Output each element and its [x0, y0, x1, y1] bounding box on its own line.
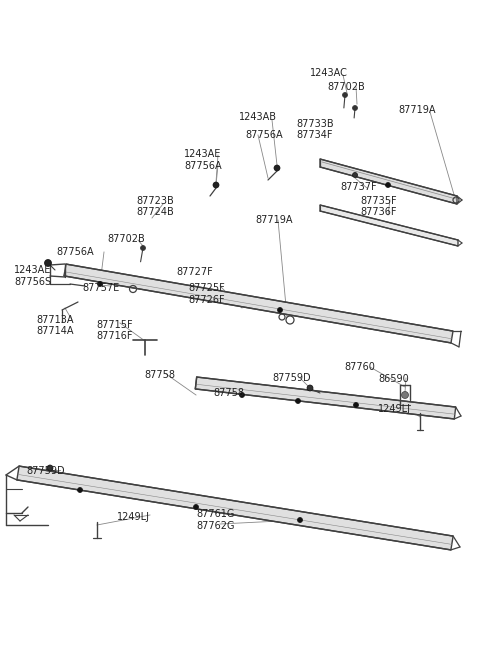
Text: 87762G: 87762G — [196, 521, 235, 531]
Text: 87724B: 87724B — [136, 207, 174, 217]
Text: 87759D: 87759D — [272, 373, 311, 383]
Text: 87756S: 87756S — [14, 277, 51, 287]
Circle shape — [97, 282, 103, 286]
Text: 87725F: 87725F — [188, 283, 225, 293]
Text: 87727F: 87727F — [176, 267, 213, 277]
Circle shape — [213, 182, 219, 188]
Text: 87702B: 87702B — [107, 234, 145, 244]
Circle shape — [352, 172, 358, 178]
Polygon shape — [195, 377, 456, 419]
Text: 87735F: 87735F — [360, 196, 396, 206]
Text: 87756A: 87756A — [56, 247, 94, 257]
Text: 1249LJ: 1249LJ — [117, 512, 150, 522]
Text: 87760: 87760 — [344, 362, 375, 372]
Circle shape — [277, 307, 283, 312]
Text: 87734F: 87734F — [296, 130, 333, 140]
Text: 87756A: 87756A — [184, 161, 222, 171]
Text: 87733B: 87733B — [296, 119, 334, 129]
Circle shape — [343, 92, 348, 98]
Circle shape — [298, 517, 302, 523]
Circle shape — [47, 465, 53, 471]
Text: 87736F: 87736F — [360, 207, 396, 217]
Circle shape — [45, 259, 51, 267]
Circle shape — [274, 165, 280, 171]
Circle shape — [385, 183, 391, 187]
Circle shape — [307, 385, 313, 391]
Text: 87756A: 87756A — [245, 130, 283, 140]
Circle shape — [352, 105, 358, 111]
Circle shape — [353, 403, 359, 407]
Text: 1243AE: 1243AE — [184, 149, 221, 159]
Circle shape — [77, 487, 83, 493]
Polygon shape — [320, 205, 458, 246]
Text: 1243AC: 1243AC — [310, 68, 348, 78]
Text: 87759D: 87759D — [26, 466, 65, 476]
Text: 87715F: 87715F — [96, 320, 132, 330]
Text: 87723B: 87723B — [136, 196, 174, 206]
Text: 87713A: 87713A — [36, 315, 73, 325]
Polygon shape — [17, 466, 453, 550]
Text: 1243AE: 1243AE — [14, 265, 51, 275]
Text: 87758: 87758 — [213, 388, 244, 398]
Circle shape — [193, 504, 199, 510]
Text: 87702B: 87702B — [327, 82, 365, 92]
Circle shape — [240, 392, 244, 398]
Text: 87716F: 87716F — [96, 331, 132, 341]
Circle shape — [296, 398, 300, 403]
Text: 87761G: 87761G — [196, 509, 234, 519]
Text: 86590: 86590 — [378, 374, 409, 384]
Text: 87719A: 87719A — [255, 215, 292, 225]
Polygon shape — [320, 159, 457, 204]
Circle shape — [401, 392, 408, 398]
Text: 87737F: 87737F — [340, 182, 377, 192]
Circle shape — [141, 246, 145, 250]
Text: 87726F: 87726F — [188, 295, 225, 305]
Text: 87757E: 87757E — [82, 283, 119, 293]
Text: 1243AB: 1243AB — [239, 112, 277, 122]
Polygon shape — [64, 264, 453, 343]
Text: 87758: 87758 — [144, 370, 175, 380]
Text: 87719A: 87719A — [398, 105, 435, 115]
Text: 87714A: 87714A — [36, 326, 73, 336]
Text: 1249LJ: 1249LJ — [378, 404, 411, 414]
